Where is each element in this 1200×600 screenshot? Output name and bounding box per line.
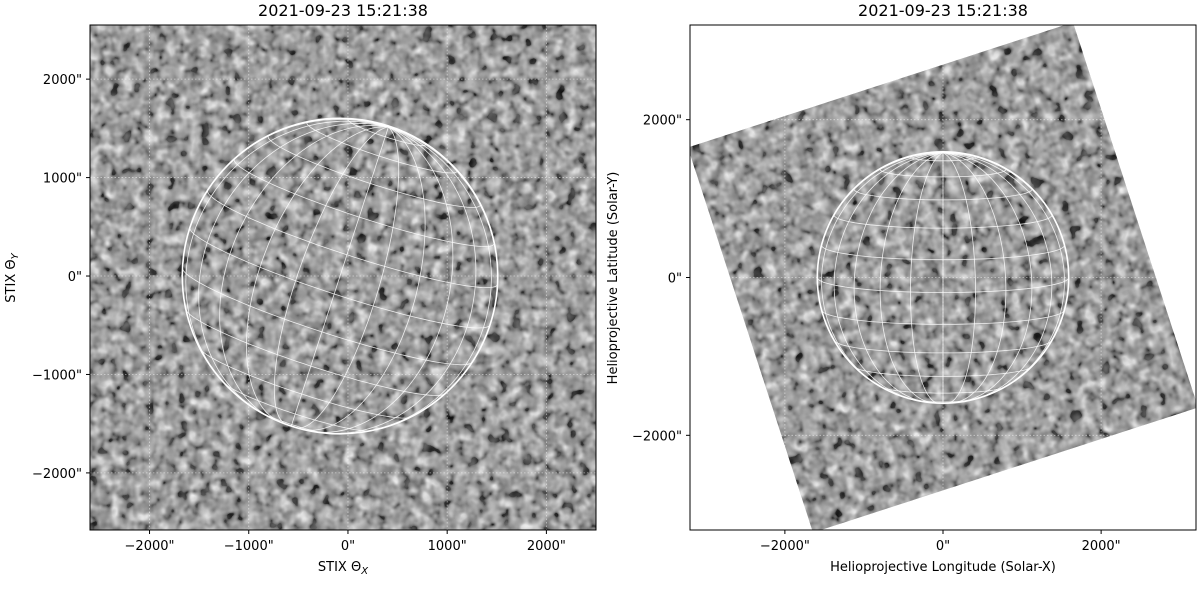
y-tick-label: −1000" <box>32 368 82 383</box>
y-tick-label: 2000" <box>643 114 682 129</box>
helioprojective-panel: −2000" 0" 2000" −2000" 0" 2000" 2021-09-23 15… <box>606 1 1197 575</box>
parallel-line <box>267 134 481 208</box>
panel-title: 2021-09-23 15:21:38 <box>258 1 428 20</box>
y-tick-label: −2000" <box>632 429 682 444</box>
parallel-line <box>816 277 1070 293</box>
y-axis-label: Helioprojective Latitude (Solar-Y) <box>606 172 621 385</box>
meridian-line <box>942 152 1065 391</box>
solar-grid <box>181 117 499 435</box>
x-tick-label: 2000" <box>1082 539 1121 554</box>
parallel-line <box>207 190 498 288</box>
parallel-line <box>347 118 426 146</box>
y-tick-label: 0" <box>68 270 82 285</box>
meridian-line <box>246 126 389 423</box>
meridian-line <box>910 152 944 404</box>
meridian-line <box>942 152 1053 401</box>
y-axis-label: STIX ΘY <box>4 252 21 302</box>
parallel-line <box>882 387 1004 394</box>
x-tick-label: −2000" <box>760 539 810 554</box>
meridian-line <box>303 126 426 431</box>
meridian-line <box>853 152 944 403</box>
meridian-line <box>326 126 477 434</box>
parallel-line <box>821 310 1065 325</box>
solar-grid <box>816 150 1070 405</box>
axes-frame <box>89 24 597 531</box>
meridian-line <box>219 125 389 418</box>
coordinate-grid <box>90 25 596 530</box>
parallel-line <box>833 214 1053 229</box>
x-tick-label: −2000" <box>125 539 175 554</box>
meridian-line <box>942 152 1007 404</box>
parallel-line <box>853 187 1033 201</box>
panel-title: 2021-09-23 15:21:38 <box>858 1 1028 20</box>
stix-panel: −2000" −1000" 0" 1000" 2000" −2000" −1000" 0" 10… <box>4 1 597 577</box>
y-tick-label: 1000" <box>43 172 82 187</box>
axis-ticks: −2000" −1000" 0" 1000" 2000" −2000" −1000" 0" 10… <box>32 73 566 554</box>
parallel-line <box>834 340 1052 354</box>
y-tick-label: 0" <box>668 272 682 287</box>
x-tick-label: 0" <box>341 539 355 554</box>
stix-image <box>90 25 596 530</box>
meridian-line <box>821 152 944 391</box>
parallel-line <box>182 268 473 366</box>
y-tick-label: 2000" <box>43 73 82 88</box>
axis-ticks: −2000" 0" 2000" −2000" 0" 2000" <box>632 114 1121 554</box>
solar-limb <box>181 117 499 435</box>
parallel-line <box>910 155 976 162</box>
meridian-line <box>297 126 400 429</box>
meridian-line <box>942 152 1033 403</box>
meridian-line <box>198 122 389 412</box>
meridian-line <box>273 126 389 425</box>
parallel-line <box>821 245 1065 261</box>
meridian-line <box>833 152 944 401</box>
parallel-line <box>879 167 1007 178</box>
parallel-line <box>185 309 445 396</box>
meridian-line <box>942 152 976 404</box>
x-tick-label: 1000" <box>428 539 467 554</box>
solar-limb <box>816 150 1070 405</box>
meridian-line <box>185 120 389 390</box>
x-axis-label: Helioprojective Longitude (Solar-X) <box>830 560 1056 575</box>
x-axis-label: STIX ΘX <box>318 560 369 577</box>
x-tick-label: −1000" <box>224 539 274 554</box>
parallel-line <box>200 349 410 419</box>
meridian-line <box>313 126 454 433</box>
parallel-line <box>224 383 370 432</box>
parallel-line <box>233 158 495 247</box>
meridian-line <box>290 126 389 427</box>
parallel-line <box>854 367 1032 377</box>
x-tick-label: 2000" <box>527 539 566 554</box>
parallel-line <box>189 227 491 329</box>
parallel-line <box>306 120 458 174</box>
y-tick-label: −2000" <box>32 467 82 482</box>
meridian-line <box>361 126 492 433</box>
x-tick-label: 0" <box>936 539 950 554</box>
meridian-line <box>879 152 944 404</box>
